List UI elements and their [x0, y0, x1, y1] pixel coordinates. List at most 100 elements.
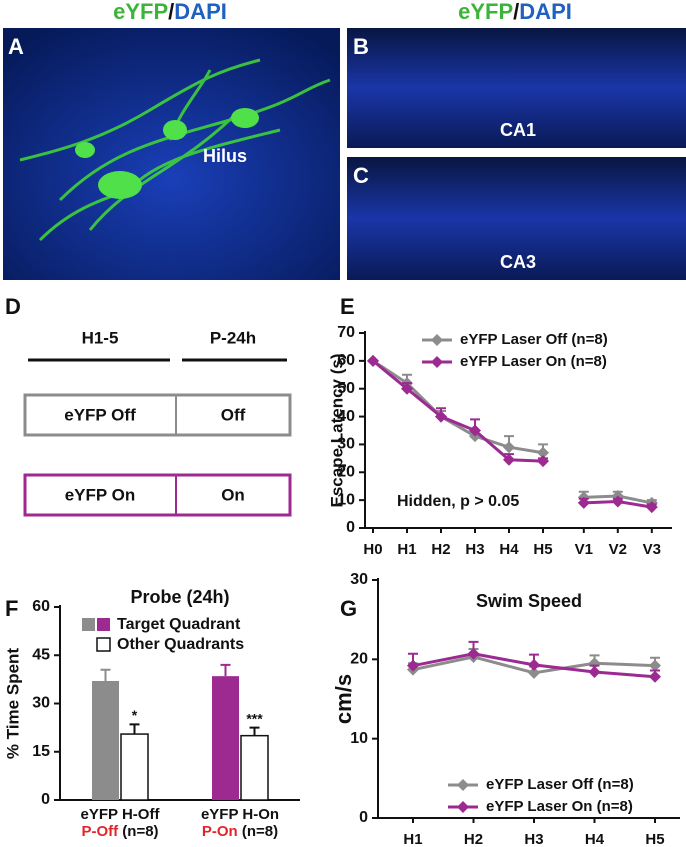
x-tick-label: V3 [643, 541, 661, 558]
y-tick-label: 60 [32, 598, 50, 615]
y-axis-label: Escape Latency (s) [327, 353, 346, 507]
point [503, 453, 515, 466]
x-tick-label: H2 [431, 541, 450, 558]
condition: P-On [202, 823, 238, 840]
region-label: CA1 [500, 120, 536, 140]
title-part: / [168, 0, 174, 24]
legend-label: eYFP Laser Off (n=8) [460, 331, 608, 348]
panel-label: G [340, 596, 357, 621]
condition: P-Off [81, 823, 119, 840]
chart-title: Probe (24h) [130, 587, 229, 607]
y-tick-label: 60 [337, 352, 355, 369]
y-tick-label: 15 [32, 743, 50, 760]
region-label: Hilus [203, 146, 247, 166]
sample-size: (n=8) [242, 823, 278, 840]
y-tick-label: 30 [337, 436, 355, 453]
somata [75, 108, 259, 199]
legend-swatch [97, 618, 110, 631]
legend-label: Target Quadrant [117, 616, 241, 633]
title-part: DAPI [519, 0, 572, 24]
y-tick-label: 30 [350, 571, 368, 588]
chart-title: Swim Speed [476, 591, 582, 611]
point [537, 455, 549, 468]
point [367, 354, 379, 367]
point [407, 659, 419, 672]
annotation: Hidden, p > 0.05 [397, 493, 519, 510]
y-tick-label: 20 [337, 464, 355, 481]
point [467, 647, 480, 660]
legend-swatch [82, 618, 95, 631]
y-tick-label: 0 [41, 791, 50, 808]
y-tick-label: 50 [337, 380, 355, 397]
point [469, 424, 481, 437]
x-tick-label: H5 [645, 831, 664, 847]
point [503, 441, 515, 454]
point [528, 666, 540, 679]
title-part: / [513, 0, 519, 24]
design-cell: eYFP Off [64, 405, 136, 424]
design-cell: eYFP On [65, 485, 136, 504]
x-tick-label: eYFP H-Off [81, 806, 161, 823]
title-part: DAPI [174, 0, 227, 24]
x-tick-label: V1 [575, 541, 593, 558]
sample-size: (n=8) [122, 823, 158, 840]
point [401, 382, 413, 395]
y-tick-label: 70 [337, 324, 355, 341]
panel-label: D [5, 294, 21, 319]
design-header: P-24h [210, 328, 256, 347]
bar [212, 676, 239, 800]
legend-marker [457, 801, 469, 813]
x-tick-label: H4 [499, 541, 519, 558]
legend-swatch [96, 637, 111, 652]
error-bar [129, 723, 140, 735]
title-part: eYFP [458, 0, 513, 24]
point [577, 496, 590, 509]
image-title: eYFP/DAPI [458, 0, 572, 24]
x-tick-label: H4 [585, 831, 605, 847]
point [649, 659, 661, 672]
point [649, 670, 661, 683]
point [588, 666, 601, 679]
y-tick-label: 0 [346, 519, 355, 536]
x-tick-sublabel: P-Off (n=8) [81, 823, 158, 840]
point [611, 495, 624, 508]
x-tick-label: H3 [524, 831, 543, 847]
region-label: CA3 [500, 252, 536, 272]
title-part: eYFP [113, 0, 168, 24]
bar [92, 680, 119, 800]
panel-label: E [340, 294, 355, 319]
design-box [23, 473, 292, 517]
panel-label: A [8, 34, 24, 59]
series-line [372, 359, 544, 455]
micrograph [347, 28, 686, 148]
y-axis-label: cm/s [331, 674, 356, 724]
point [528, 658, 540, 671]
x-tick-label: H1 [397, 541, 416, 558]
point [645, 501, 658, 514]
y-axis-label: % Time Spent [3, 648, 22, 759]
legend-label: eYFP Laser On (n=8) [460, 353, 607, 370]
panel-label: C [353, 163, 369, 188]
legend-marker [431, 356, 443, 368]
point [435, 410, 447, 423]
y-tick-label: 30 [32, 695, 50, 712]
error-bar [100, 668, 111, 681]
legend-marker [431, 334, 443, 346]
y-tick-label: 20 [350, 651, 368, 668]
design-cell: On [221, 485, 245, 504]
legend-label: eYFP Laser On (n=8) [486, 798, 633, 815]
design-box [23, 393, 292, 437]
x-tick-label: H0 [363, 541, 382, 558]
significance: *** [246, 710, 263, 726]
x-tick-label: H3 [465, 541, 484, 558]
x-tick-label: H5 [533, 541, 552, 558]
design-cell: Off [221, 405, 246, 424]
y-tick-label: 40 [337, 408, 355, 425]
y-tick-label: 0 [359, 809, 368, 826]
x-tick-label: H1 [403, 831, 422, 847]
y-tick-label: 45 [32, 646, 50, 663]
legend-marker [457, 779, 469, 791]
x-tick-label: H2 [464, 831, 483, 847]
x-tick-label: eYFP H-On [201, 806, 279, 823]
